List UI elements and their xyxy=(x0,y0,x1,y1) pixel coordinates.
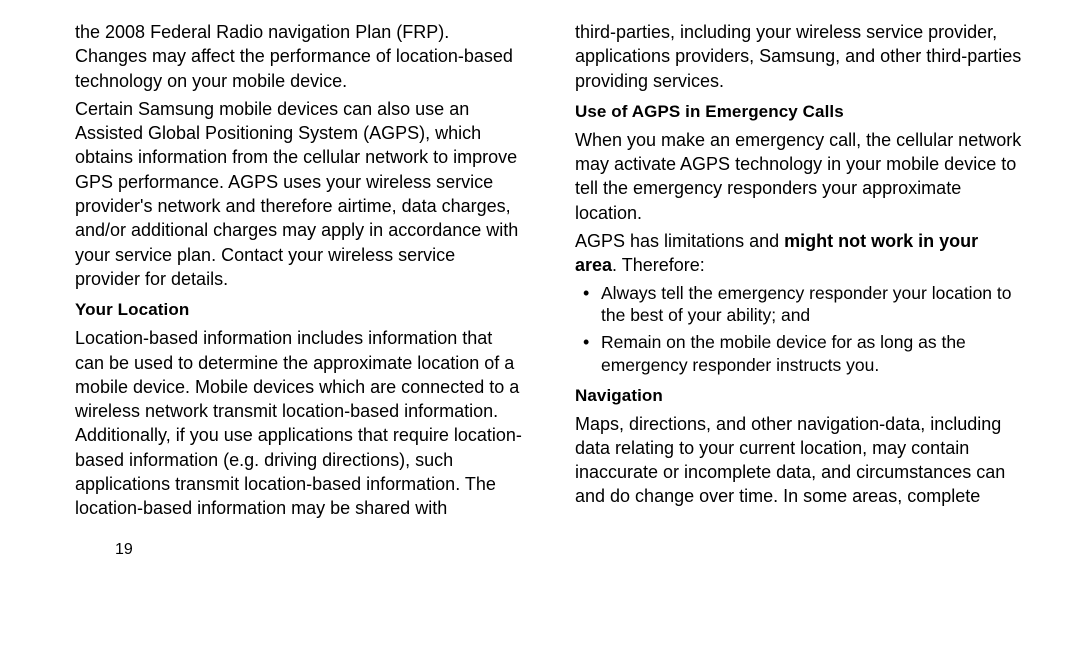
left-column: the 2008 Federal Radio navigation Plan (… xyxy=(60,20,550,654)
text-fragment: . Therefore: xyxy=(612,255,705,275)
body-text: Location-based information includes info… xyxy=(75,326,525,520)
body-text: third-parties, including your wireless s… xyxy=(575,20,1025,93)
page-number: 19 xyxy=(75,539,525,561)
body-text: Maps, directions, and other navigation-d… xyxy=(575,412,1025,509)
body-text: AGPS has limitations and might not work … xyxy=(575,229,1025,278)
body-text: Certain Samsung mobile devices can also … xyxy=(75,97,525,291)
section-heading-navigation: Navigation xyxy=(575,385,1025,408)
section-heading-your-location: Your Location xyxy=(75,299,525,322)
list-item: Always tell the emergency responder your… xyxy=(593,282,1025,328)
body-text: When you make an emergency call, the cel… xyxy=(575,128,1025,225)
right-column: third-parties, including your wireless s… xyxy=(550,20,1040,654)
body-text: the 2008 Federal Radio navigation Plan (… xyxy=(75,20,525,93)
bullet-list: Always tell the emergency responder your… xyxy=(575,282,1025,377)
text-fragment: AGPS has limitations and xyxy=(575,231,784,251)
list-item: Remain on the mobile device for as long … xyxy=(593,331,1025,377)
section-heading-agps-emergency: Use of AGPS in Emergency Calls xyxy=(575,101,1025,124)
document-page: the 2008 Federal Radio navigation Plan (… xyxy=(0,0,1080,664)
